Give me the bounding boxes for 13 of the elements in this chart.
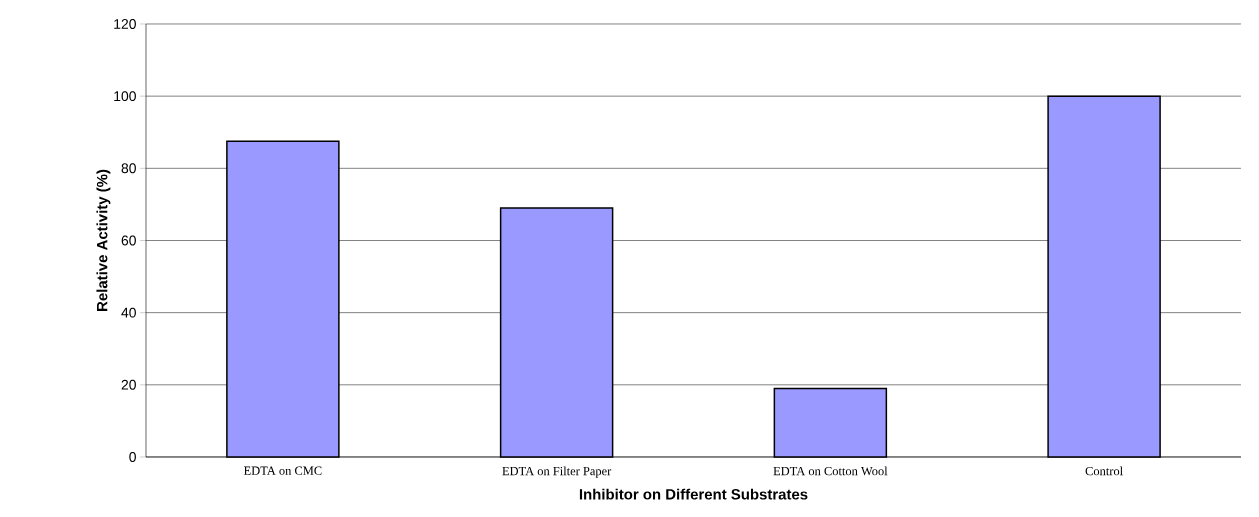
y-tick-label: 100 — [114, 91, 136, 102]
x-axis-title: Inhibitor on Different Substrates — [579, 488, 808, 500]
y-axis-title: Relative Activity (%) — [96, 169, 111, 311]
y-tick-label: 60 — [121, 235, 136, 246]
y-tick-label: 80 — [121, 163, 136, 174]
x-tick-label: Control — [1085, 466, 1123, 476]
y-tick-label: 20 — [121, 379, 136, 390]
y-tick-label: 40 — [121, 307, 136, 318]
y-tick-label: 120 — [114, 19, 136, 29]
x-tick-label: EDTA on Cotton Wool — [773, 466, 888, 476]
x-tick-label: EDTA on CMC — [243, 466, 322, 475]
x-tick-label: EDTA on Filter Paper — [502, 466, 612, 478]
y-tick-label: 0 — [129, 452, 136, 462]
